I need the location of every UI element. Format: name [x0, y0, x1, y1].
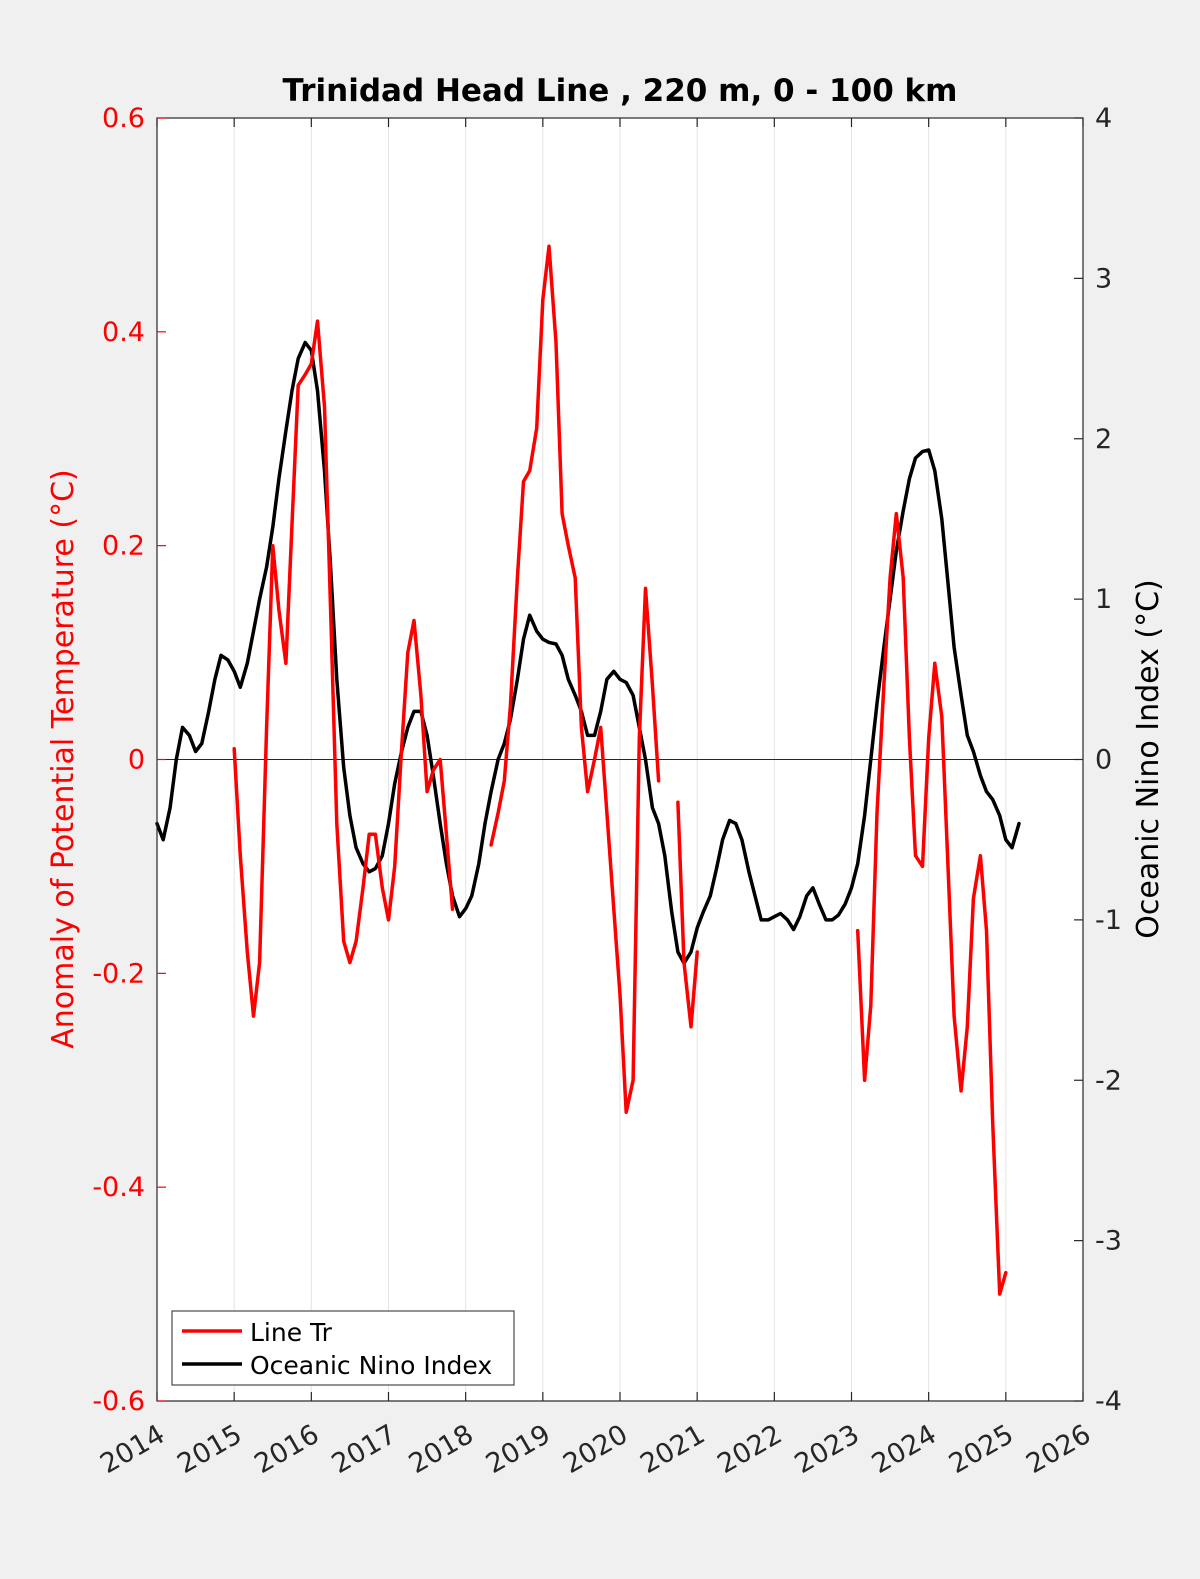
x-tick-label: 2023: [790, 1419, 865, 1480]
x-tick-label: 2024: [867, 1419, 942, 1480]
x-tick-label: 2014: [95, 1419, 170, 1480]
left-tick-label: -0.6: [92, 1386, 145, 1417]
series-line-line-tr: [676, 800, 699, 1029]
legend-label-line-tr: Line Tr: [250, 1318, 333, 1347]
right-tick-label: 1: [1095, 584, 1112, 615]
series-line-line-tr: [489, 244, 661, 1115]
left-tick-label: -0.4: [92, 1172, 145, 1203]
right-tick-label: 4: [1095, 103, 1112, 134]
x-tick-label: 2018: [404, 1419, 479, 1480]
x-tick-label: 2020: [558, 1419, 633, 1480]
series-line-line-tr: [232, 319, 455, 1018]
left-tick-label: 0.6: [102, 103, 145, 134]
chart-title: Trinidad Head Line , 220 m, 0 - 100 km: [283, 73, 958, 109]
right-tick-label: -1: [1095, 905, 1122, 936]
right-y-axis: -4 -3 -2 -1 0 1 2 3 4: [1074, 103, 1122, 1417]
series-line-oceanic-nino-index: [155, 340, 1021, 965]
right-axis-label: Oceanic Nino Index (°C): [1131, 579, 1166, 939]
left-tick-label: 0.4: [102, 317, 145, 348]
x-tick-label: 2022: [712, 1419, 787, 1480]
left-tick-label: -0.2: [92, 958, 145, 989]
right-tick-label: 0: [1095, 745, 1112, 776]
right-tick-label: -3: [1095, 1226, 1122, 1257]
left-tick-label: 0.2: [102, 531, 145, 562]
right-tick-label: -4: [1095, 1386, 1122, 1417]
right-tick-label: 2: [1095, 424, 1112, 455]
x-tick-label: 2019: [481, 1419, 556, 1480]
left-tick-label: 0: [128, 745, 145, 776]
legend-label-oni: Oceanic Nino Index: [250, 1351, 492, 1380]
x-tick-label: 2026: [1021, 1419, 1096, 1480]
series-line-line-tr: [855, 511, 1008, 1296]
x-tick-label: 2017: [327, 1419, 402, 1480]
left-y-axis: -0.6 -0.4 -0.2 0 0.2 0.4 0.6: [92, 103, 166, 1417]
right-tick-label: -2: [1095, 1065, 1122, 1096]
series-lines: [155, 244, 1021, 1296]
x-tick-label: 2021: [635, 1419, 710, 1480]
x-tick-label: 2025: [944, 1419, 1019, 1480]
x-tick-label: 2016: [249, 1419, 324, 1480]
x-tick-label: 2015: [172, 1419, 247, 1480]
left-axis-label: Anomaly of Potential Temperature (°C): [46, 469, 81, 1048]
legend-box: [171, 1310, 515, 1386]
legend: Line Tr Oceanic Nino Index: [171, 1310, 515, 1386]
right-tick-label: 3: [1095, 263, 1112, 294]
